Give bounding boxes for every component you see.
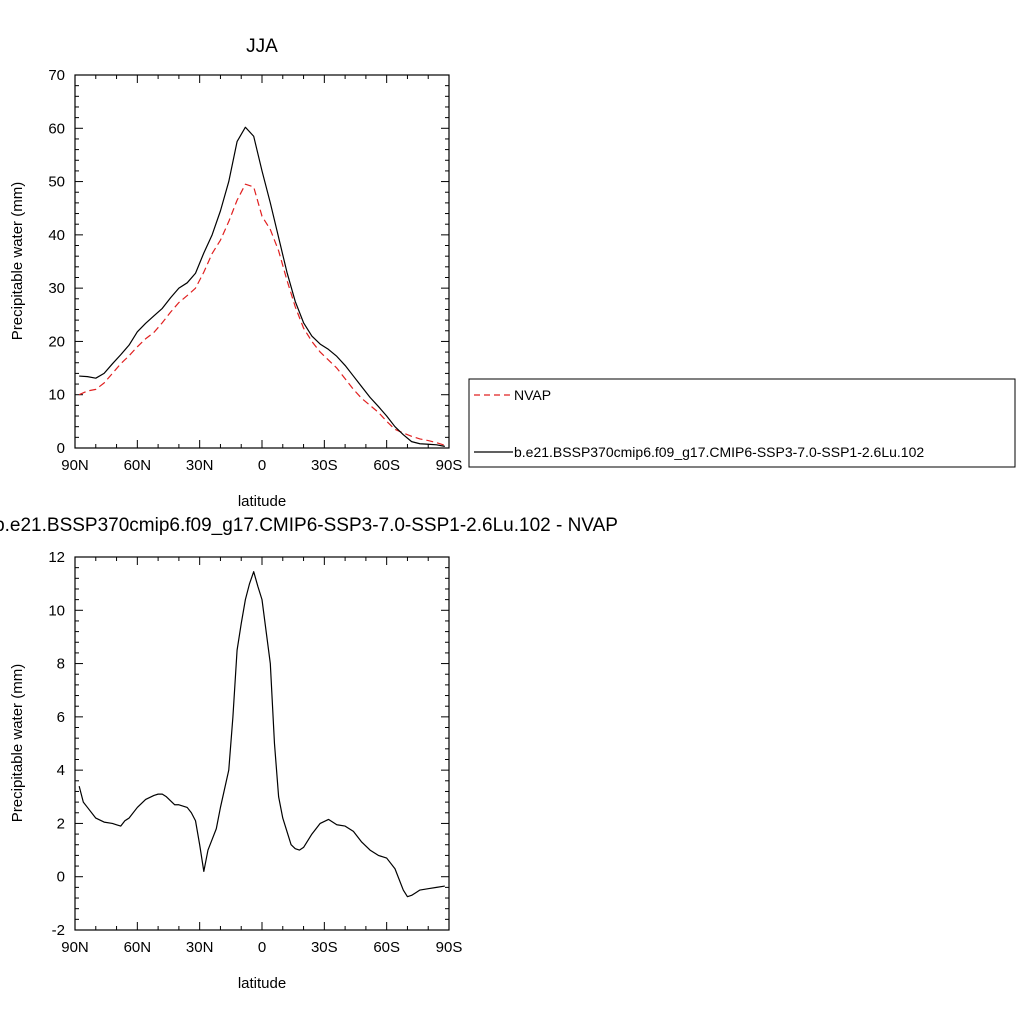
- x-tick-label: 60N: [124, 939, 152, 956]
- legend-label-nvap: NVAP: [514, 387, 551, 403]
- series-line-nvap: [78, 183, 446, 446]
- series-line-b-e21-bssp370cmip6-f09-g17-cmip6-ssp3-7-0-ssp1-2-6lu-102: [79, 126, 445, 447]
- series-line-difference-0: [78, 571, 445, 898]
- top-chart-series: [78, 126, 446, 447]
- bottom-chart-ylabel: Precipitable water (mm): [9, 664, 26, 822]
- top-chart-ticks: 90N 60N 30N 0 30S 60S 90S 0 10 20 30 40 50 60 70: [48, 67, 462, 474]
- y-tick-label: 40: [48, 227, 65, 244]
- x-tick-label: 30S: [311, 457, 338, 474]
- y-tick-label: -2: [52, 922, 65, 939]
- y-tick-label: 8: [57, 656, 65, 673]
- x-tick-label: 60S: [373, 939, 400, 956]
- x-tick-label: 90S: [436, 457, 463, 474]
- top-chart-title: JJA: [246, 36, 278, 57]
- y-tick-label: 20: [48, 333, 65, 350]
- legend-box: [468, 378, 1016, 468]
- x-tick-label: 0: [258, 939, 266, 956]
- top-chart-panel: JJA 90N 60N 30N 0 30S 60S 90S 0 10 20 30 40 50 60 70 l…: [9, 36, 1016, 510]
- x-tick-label: 60N: [124, 457, 152, 474]
- x-tick-label: 30N: [186, 457, 214, 474]
- y-tick-label: 10: [48, 602, 65, 619]
- y-tick-label: 30: [48, 280, 65, 297]
- legend: NVAP b.e21.BSSP370cmip6.f09_g17.CMIP6-SS…: [468, 378, 1016, 468]
- x-tick-label: 90N: [61, 939, 89, 956]
- bottom-chart-panel: b.e21.BSSP370cmip6.f09_g17.CMIP6-SSP3-7.…: [0, 515, 618, 992]
- top-chart-frame: [74, 74, 450, 449]
- y-tick-label: 50: [48, 174, 65, 191]
- bottom-chart-frame: [74, 556, 450, 931]
- y-tick-label: 12: [48, 549, 65, 566]
- y-tick-label: 2: [57, 815, 65, 832]
- y-tick-label: 4: [57, 762, 65, 779]
- x-tick-label: 90N: [61, 457, 89, 474]
- y-tick-label: 0: [57, 869, 65, 886]
- legend-label-model: b.e21.BSSP370cmip6.f09_g17.CMIP6-SSP3-7.…: [514, 444, 924, 460]
- y-tick-label: 10: [48, 387, 65, 404]
- x-tick-label: 30N: [186, 939, 214, 956]
- x-tick-label: 90S: [436, 939, 463, 956]
- y-tick-label: 60: [48, 120, 65, 137]
- x-tick-label: 30S: [311, 939, 338, 956]
- bottom-chart-series: [78, 571, 445, 898]
- bottom-chart-xlabel: latitude: [238, 975, 286, 992]
- bottom-chart-ticks: 90N 60N 30N 0 30S 60S 90S -2 0 2 4 6 8 10 12: [48, 549, 462, 956]
- top-chart-ylabel: Precipitable water (mm): [9, 182, 26, 340]
- bottom-chart-title: b.e21.BSSP370cmip6.f09_g17.CMIP6-SSP3-7.…: [0, 515, 618, 536]
- x-tick-label: 0: [258, 457, 266, 474]
- top-chart-xlabel: latitude: [238, 493, 286, 510]
- y-tick-label: 6: [57, 709, 65, 726]
- y-tick-label: 70: [48, 67, 65, 84]
- y-tick-label: 0: [57, 440, 65, 457]
- x-tick-label: 60S: [373, 457, 400, 474]
